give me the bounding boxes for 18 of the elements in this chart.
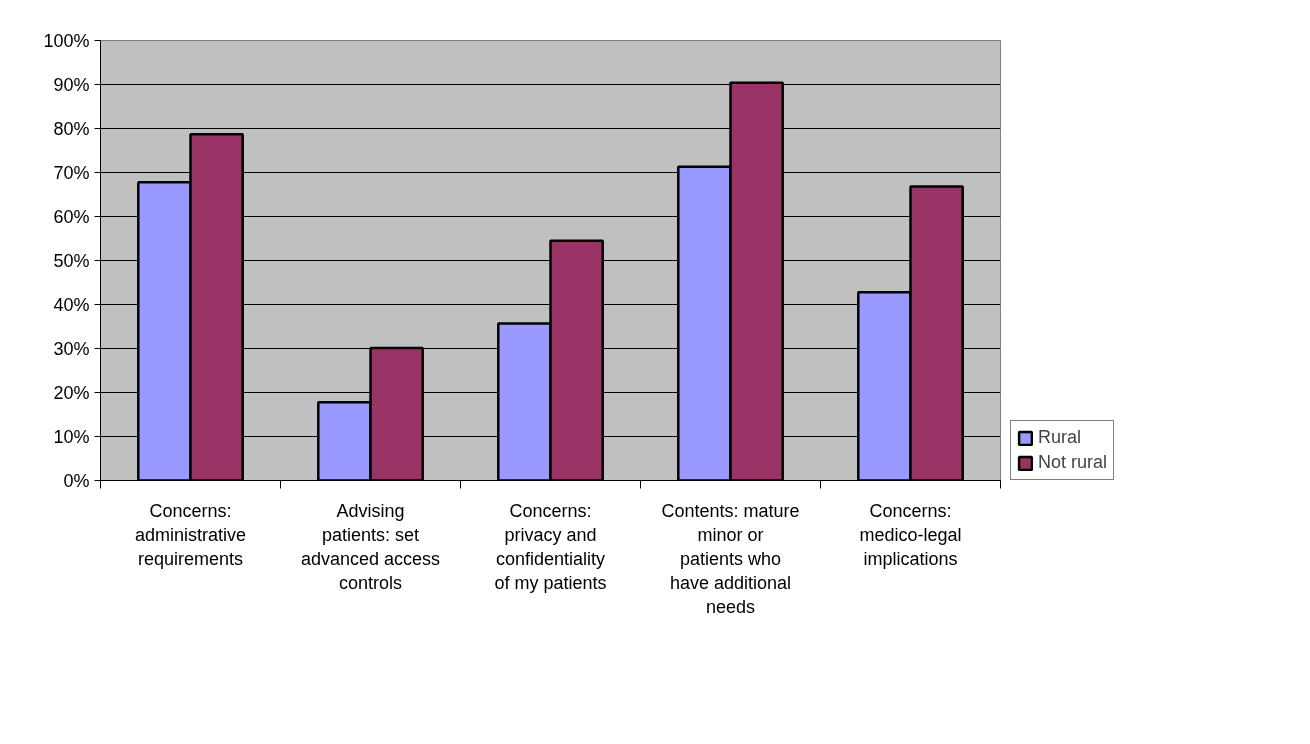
x-tick-label: Concerns: administrative requirements (134, 500, 247, 569)
y-tick-label: 0% (63, 470, 90, 491)
y-tick-label: 80% (53, 118, 90, 139)
y-tick-label: 60% (53, 206, 90, 227)
x-tick-label: Contents: mature minor or patients who have additional needs (661, 500, 800, 617)
y-tick-label: 90% (53, 74, 90, 95)
y-tick-label: 20% (53, 382, 90, 403)
legend-label: Not rural (1038, 452, 1108, 473)
x-tick-label: Advising patients: set advanced access controls (300, 500, 441, 593)
y-tick-label: 30% (53, 338, 90, 359)
y-tick-label: 70% (53, 162, 90, 183)
y-tick-label: 40% (53, 294, 90, 315)
x-tick-label: Concerns: medico-legal implications (859, 500, 962, 569)
x-tick-label: Concerns: privacy and confidentiality of my patients (494, 500, 607, 593)
legend-label: Rural (1038, 427, 1082, 448)
y-tick-label: 100% (43, 30, 90, 51)
y-tick-label: 10% (53, 426, 90, 447)
y-tick-label: 50% (53, 250, 90, 271)
